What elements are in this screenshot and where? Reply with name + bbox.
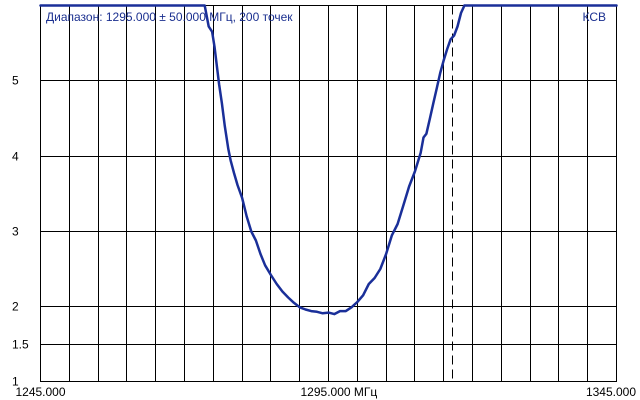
y-tick-label: 1.5 [12, 338, 29, 352]
y-tick-label: 2 [12, 300, 19, 314]
x-tick-label: 1345.000 [586, 385, 636, 399]
vswr-trace [39, 4, 618, 316]
x-grid [40, 5, 617, 382]
y-tick-label: 3 [12, 225, 19, 239]
y-tick-label: 4 [12, 150, 19, 164]
parameter-label: КСВ [582, 10, 606, 24]
range-info: Диапазон: 1295.000 ± 50.000 МГц, 200 точ… [46, 10, 293, 24]
y-axis-labels: 1 1.5 2 3 4 5 [12, 74, 29, 389]
y-tick-label: 5 [12, 74, 19, 88]
x-tick-label: 1245.000 [15, 385, 65, 399]
plot-frame [40, 5, 617, 382]
x-axis-labels: 1245.000 1295.000 МГц 1345.000 [15, 385, 636, 399]
y-tick-label: 1 [12, 375, 19, 389]
x-tick-label: 1295.000 МГц [301, 385, 378, 399]
